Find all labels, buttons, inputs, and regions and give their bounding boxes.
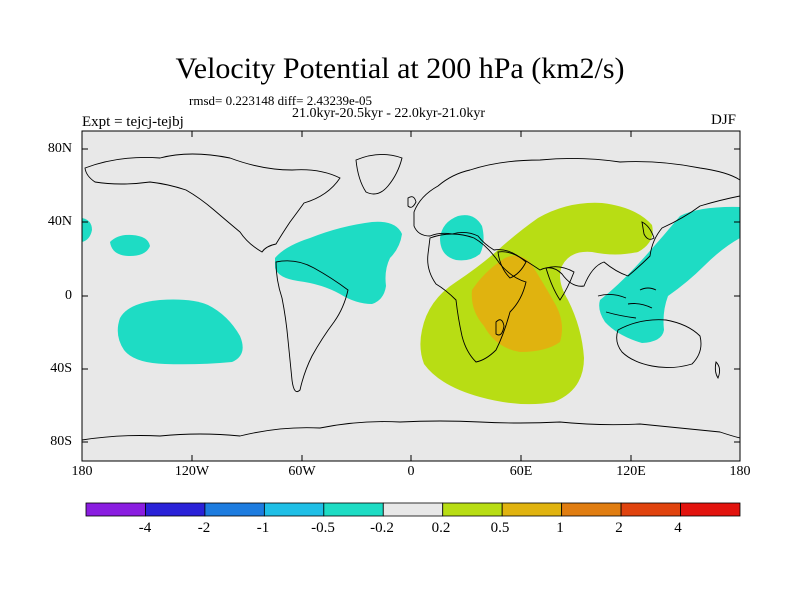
x-label-60e: 60E [509, 464, 533, 479]
coastline-uk [407, 196, 417, 208]
experiment-label: Expt = tejcj-tejbj [82, 114, 184, 130]
colorbar-label: 2 [615, 520, 623, 536]
colorbar-swatch [620, 502, 681, 517]
x-label-0: 0 [407, 464, 415, 479]
x-label-120e: 120E [616, 464, 646, 479]
coastline-indonesia [597, 287, 657, 319]
colorbar-swatch [680, 502, 741, 517]
negative-region-pacific-south [117, 299, 243, 365]
colorbar-swatch [85, 502, 146, 517]
colorbar-swatch [382, 502, 444, 517]
coastline-australia [616, 319, 702, 369]
contour-fills [82, 202, 740, 405]
x-label-60w: 60W [288, 464, 316, 479]
negative-region-pacific-north [110, 234, 150, 256]
coastline-madagascar [495, 319, 505, 336]
colorbar-swatch [145, 502, 206, 517]
coastline-south-america [275, 260, 349, 393]
colorbar-swatch [263, 502, 325, 517]
colorbar-label: -4 [138, 520, 152, 536]
coastline-arabia [497, 251, 527, 279]
colorbar-swatch [501, 502, 563, 517]
colorbar-label: 0.2 [431, 520, 451, 536]
y-label-40s: 40S [50, 361, 72, 376]
colorbar-label: 0.5 [490, 520, 510, 536]
y-label-80n: 80N [47, 141, 72, 156]
x-label-180-right: 180 [729, 464, 751, 479]
negative-region-atlantic [275, 221, 402, 304]
coastline-africa [427, 233, 527, 363]
season-label: DJF [711, 112, 737, 128]
colorbar-label: 4 [674, 520, 682, 536]
y-label-0: 0 [65, 288, 72, 303]
stats-subtitle: rmsd= 0.223148 diff= 2.43239e-05 [189, 93, 373, 108]
colorbar-label: -0.5 [311, 520, 335, 536]
period-subtitle: 21.0kyr-20.5kyr - 22.0kyr-21.0kyr [292, 106, 486, 121]
colorbar [85, 502, 741, 517]
coastline-north-america [84, 153, 341, 253]
negative-region-mediterranean [440, 215, 484, 261]
axis-ticks [82, 131, 740, 461]
negative-region-western-pacific [599, 206, 740, 343]
negative-region-dateline-edge [82, 218, 92, 242]
y-label-40n: 40N [47, 214, 72, 229]
coastline-japan [641, 221, 655, 240]
coastline-india [545, 266, 575, 301]
colorbar-swatch [323, 502, 384, 517]
colorbar-swatch [442, 502, 503, 517]
coastline-eurasia [413, 157, 740, 287]
colorbar-label: -0.2 [370, 520, 394, 536]
colorbar-label: -1 [256, 520, 270, 536]
colorbar-label: 1 [556, 520, 564, 536]
coastlines [82, 153, 740, 441]
x-label-180-left: 180 [71, 464, 93, 479]
colorbar-swatch [561, 502, 622, 517]
coastline-antarctica [82, 420, 740, 441]
plot-title: Velocity Potential at 200 hPa (km2/s) [175, 52, 625, 85]
coastline-greenland [355, 154, 403, 195]
colorbar-label: -2 [197, 520, 211, 536]
colorbar-swatch [204, 502, 265, 517]
x-label-120w: 120W [174, 464, 210, 479]
coastline-new-zealand [714, 361, 721, 379]
y-label-80s: 80S [50, 434, 72, 449]
